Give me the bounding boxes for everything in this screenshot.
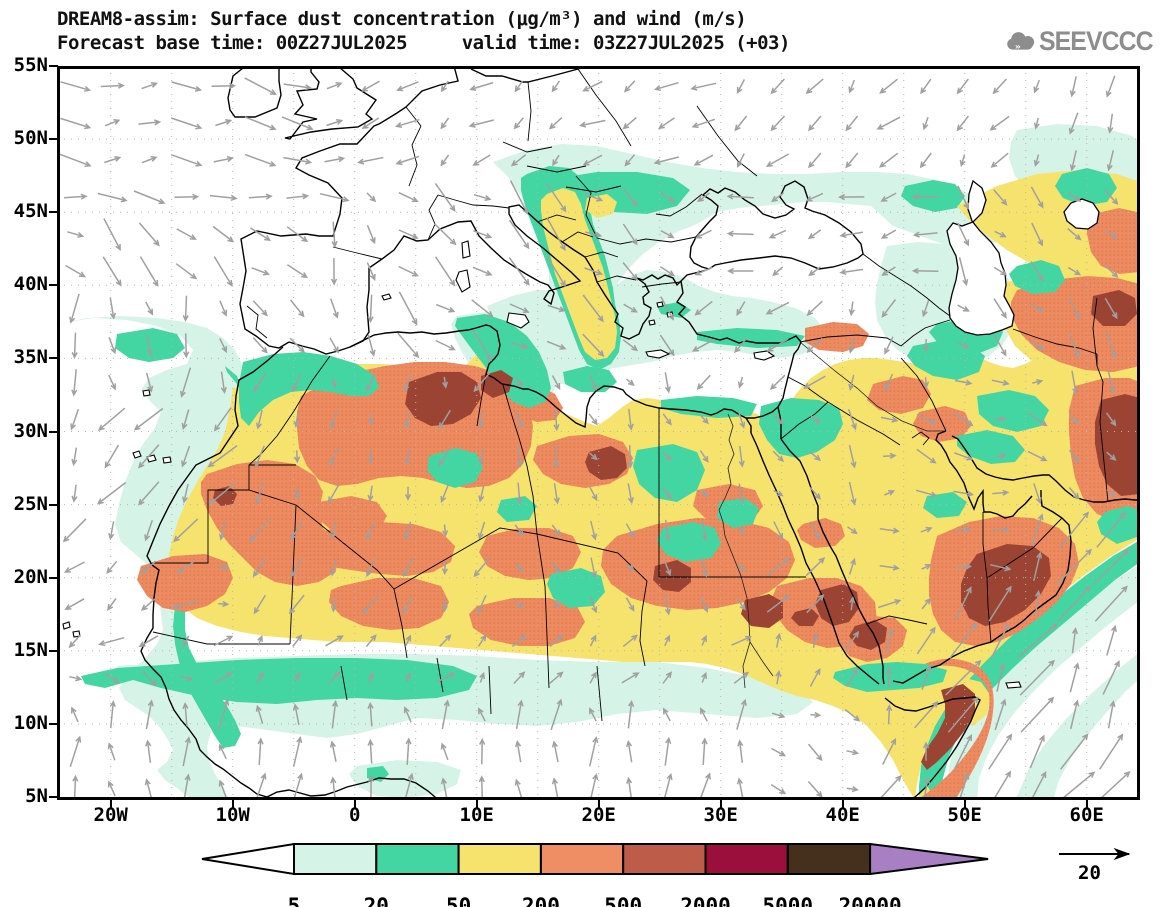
colorbar-legend [201,842,989,876]
lat-tick [49,211,58,214]
colorbar-value-2000: 2000 [680,894,731,907]
lat-tick [49,722,58,725]
colorbar-value-5000: 5000 [762,894,814,907]
lat-label-25N: 25N [13,492,48,515]
chart-title: DREAM8-assim: Surface dust concentration… [57,8,747,30]
lat-label-15N: 15N [13,638,48,661]
lon-tick [475,799,478,808]
colorbar-value-5: 5 [287,894,301,907]
lon-label-20E: 20E [581,804,616,826]
colorbar-value-20000: 20000 [838,894,902,907]
chart-subtitle: Forecast base time: 00Z27JUL2025 valid t… [57,32,790,54]
colorbar-value-50: 50 [445,894,472,907]
lon-tick [231,799,234,808]
lon-label-50E: 50E [947,804,982,826]
colorbar-value-500: 500 [604,894,643,907]
colorbar-value-200: 200 [521,894,560,907]
lat-tick [49,138,58,141]
lat-label-5N: 5N [25,785,48,807]
logo-text: SEEVCCC [1039,25,1154,56]
lon-label-60E: 60E [1069,804,1104,826]
lon-label-10E: 10E [459,804,494,826]
lat-label-45N: 45N [13,200,48,223]
lon-tick [841,799,844,808]
cloud-logo-icon: » [1007,32,1035,53]
lon-tick [719,799,722,808]
lon-tick [1085,799,1088,808]
lat-tick [49,284,58,287]
lon-label-40E: 40E [825,804,860,826]
wind-reference-value: 20 [1078,862,1101,884]
lat-label-10N: 10N [13,711,48,734]
lat-label-30N: 30N [13,419,48,442]
lat-label-50N: 50N [13,127,48,150]
lat-tick [49,430,58,433]
lat-tick [49,503,58,506]
dust-concentration-map [57,65,1140,807]
svg-text:»: » [1015,42,1021,53]
lat-label-55N: 55N [13,54,48,76]
lon-tick [109,799,112,808]
lat-tick [49,576,58,579]
map-canvas [57,65,1140,807]
lat-tick [49,357,58,360]
lon-tick [597,799,600,808]
lon-tick [353,799,356,808]
lon-label-30E: 30E [703,804,738,826]
lat-tick [49,65,58,67]
lat-label-20N: 20N [13,565,48,588]
lon-label-10W: 10W [215,804,250,826]
colorbar-value-20: 20 [363,894,389,907]
lon-label-0: 0 [348,804,361,826]
lat-tick [49,796,58,798]
lat-label-40N: 40N [13,273,48,296]
lat-tick [49,649,58,652]
lat-label-35N: 35N [13,346,48,369]
lon-label-20W: 20W [93,804,128,826]
wind-reference-arrow [1059,847,1131,861]
seevccc-logo: » SEEVCCC [1005,16,1163,66]
lon-tick [963,799,966,808]
